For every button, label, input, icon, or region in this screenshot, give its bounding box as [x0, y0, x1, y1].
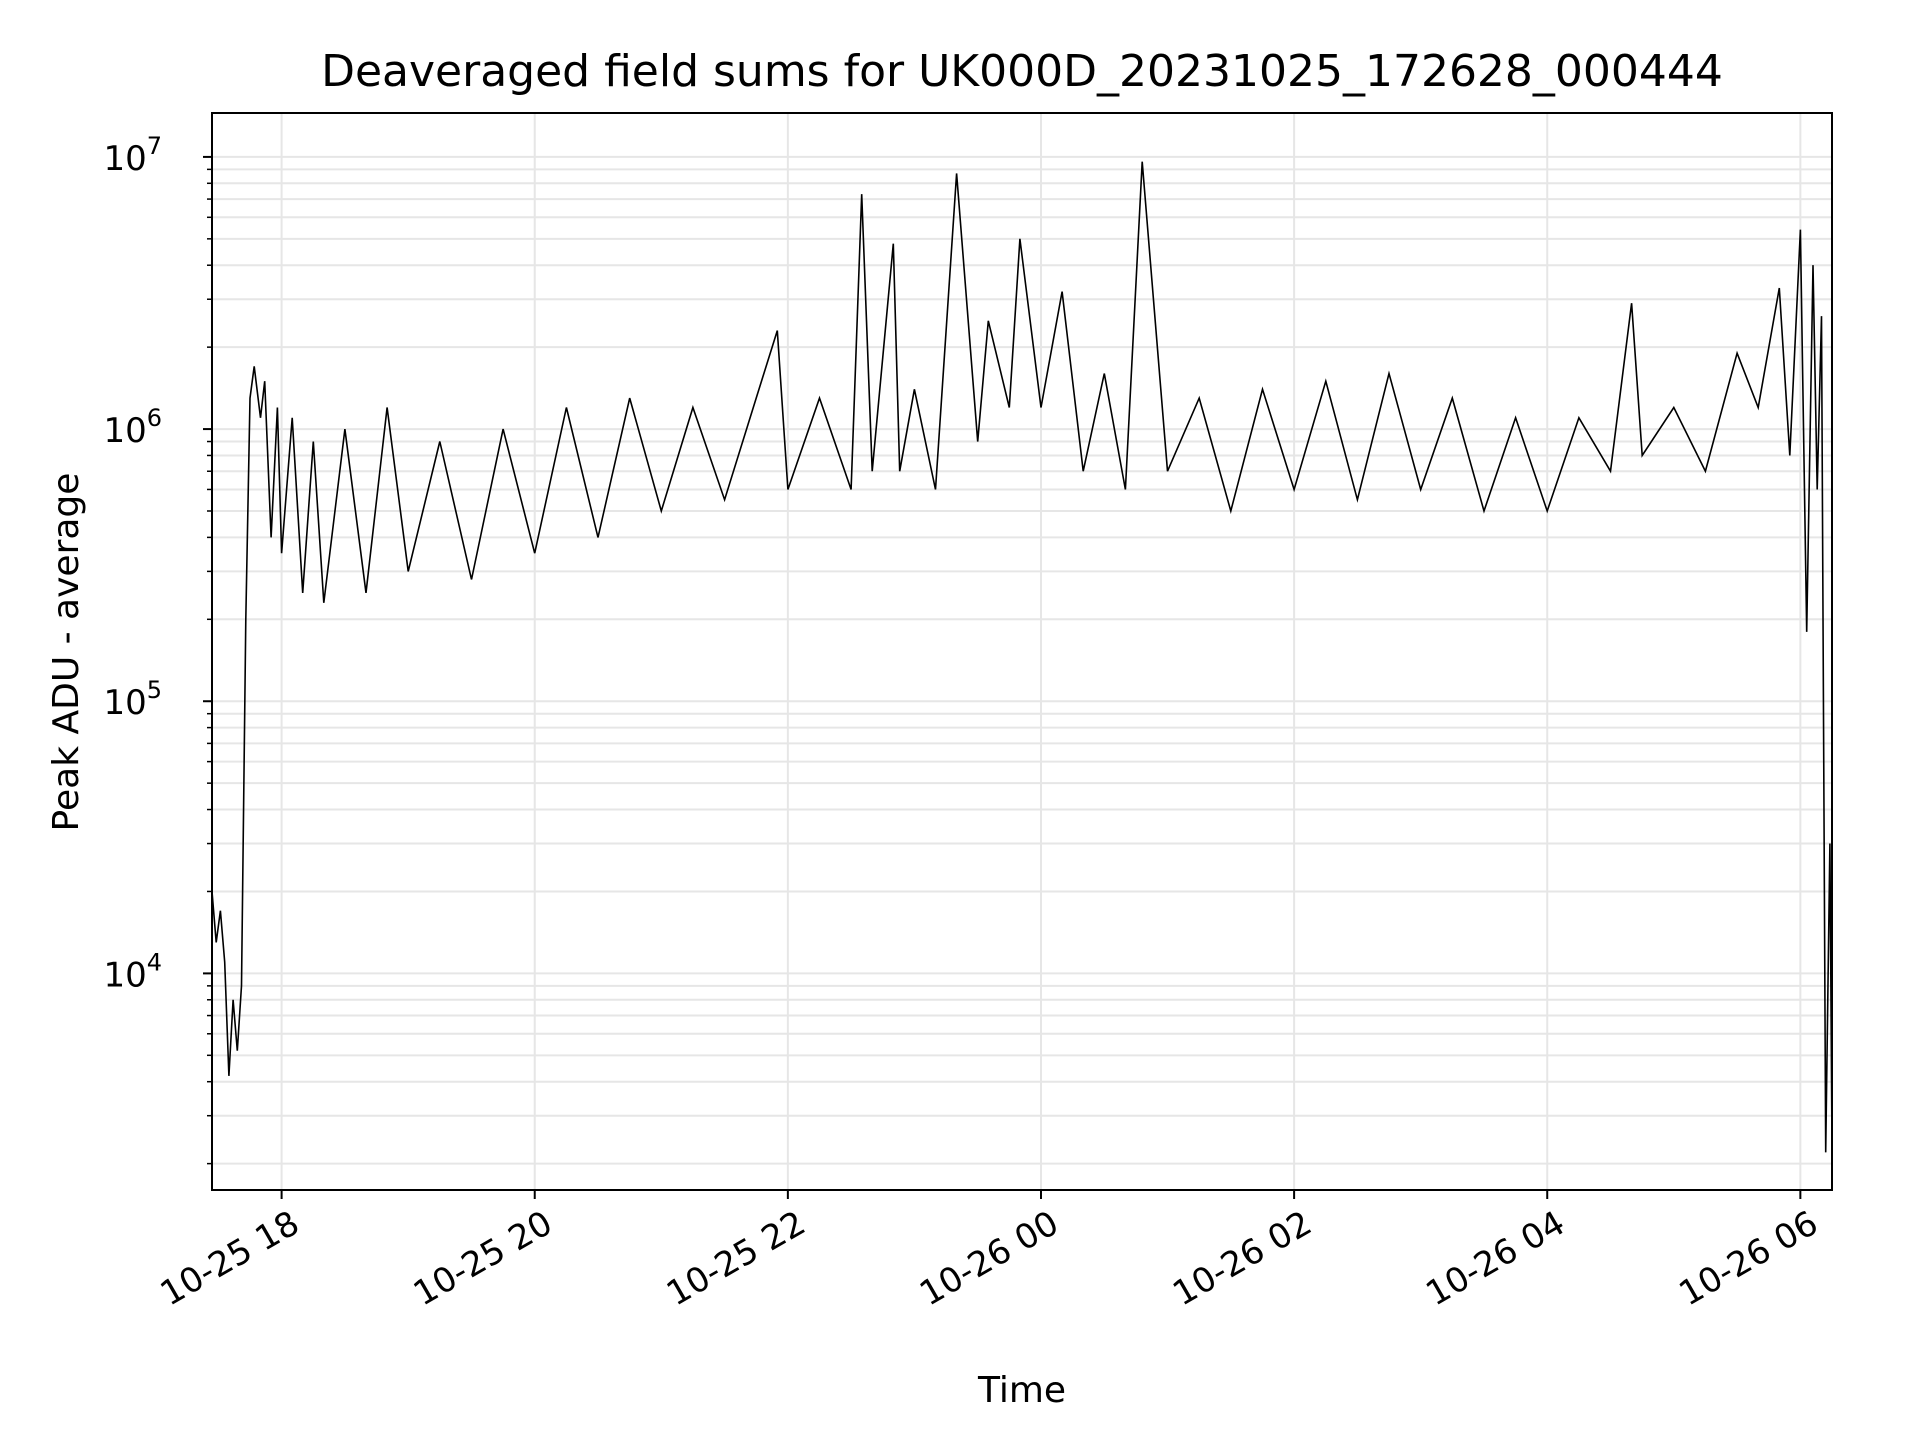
- x-axis-label: Time: [977, 1370, 1066, 1411]
- chart-title: Deaveraged field sums for UK000D_2023102…: [321, 46, 1723, 97]
- plot-frame: [211, 112, 1833, 1191]
- y-tick-label: 104: [103, 948, 162, 995]
- y-tick-label: 107: [103, 132, 162, 179]
- y-axis: 104 105 106 107: [103, 132, 212, 1165]
- y-tick-label: 106: [103, 404, 162, 451]
- series-line: [212, 161, 1832, 1153]
- grid: [212, 113, 1832, 1190]
- y-axis-label: Peak ADU - average: [46, 473, 87, 832]
- plot-series-group: [212, 161, 1832, 1153]
- y-tick-label: 105: [103, 676, 162, 723]
